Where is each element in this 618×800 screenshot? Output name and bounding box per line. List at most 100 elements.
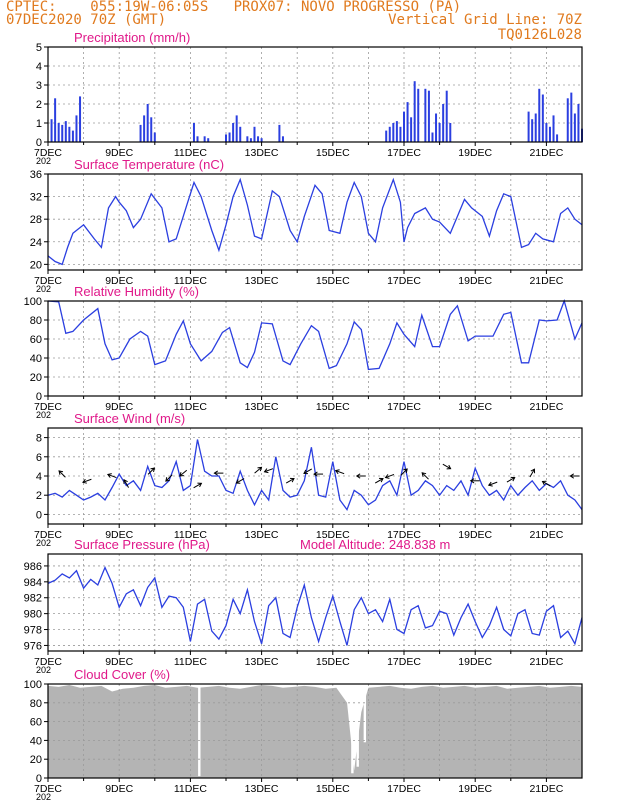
precip-bar: [281, 136, 284, 142]
precip-bar: [61, 124, 64, 142]
y-tick-label: 0: [36, 391, 42, 403]
x-tick-label: 15DEC: [316, 529, 350, 541]
x-tick-label: 9DEC: [105, 656, 133, 668]
wind-arrow-shaft: [335, 470, 345, 475]
wind-arrow-head: [106, 473, 112, 478]
wind-arrow-shaft: [506, 477, 515, 483]
x-tick-label: 7DEC: [34, 147, 62, 159]
wind-arrow: [374, 477, 384, 484]
wind-arrow-shaft: [421, 472, 429, 480]
x-tick-label: 7DEC: [34, 656, 62, 668]
wind-arrow-head: [469, 478, 475, 484]
plot-frame: [47, 683, 583, 779]
wind-arrow: [213, 470, 224, 476]
wind-arrow: [506, 476, 516, 483]
series-line: [47, 439, 583, 511]
header-product-code: TQ0126L028: [497, 27, 582, 43]
x-year-label: 202: [36, 538, 51, 548]
cloud-cover-area: [48, 684, 582, 778]
panel-1: 0 1 2 3 4 5 7DEC 9DEC 11DEC 13DEC 15DEC 17DEC 19DEC 2…: [34, 30, 583, 166]
y-tick-label: 4: [36, 61, 42, 73]
precip-bar: [395, 121, 398, 142]
x-year-label: 202: [36, 792, 51, 800]
precip-bar: [431, 132, 434, 142]
precip-bar: [435, 113, 438, 142]
precip-bar: [64, 121, 67, 142]
precip-bar: [71, 130, 74, 142]
x-tick-label: 17DEC: [387, 275, 421, 287]
precip-bar: [203, 136, 206, 142]
y-tick-label: 6: [36, 452, 42, 464]
x-tick-label: 15DEC: [316, 275, 350, 287]
header-date: 07DEC2020 70Z (GMT): [6, 12, 167, 28]
cloud-dip-2: [351, 684, 354, 774]
wind-arrow-shaft: [542, 480, 551, 487]
wind-arrow-shaft: [179, 469, 188, 477]
wind-arrow-shaft: [82, 478, 92, 483]
wind-arrow-head: [355, 473, 361, 479]
panel-title: Surface Temperature (nC): [74, 157, 224, 172]
plot-frame: [47, 300, 583, 397]
x-tick-label: 21DEC: [529, 401, 563, 413]
wind-arrow-head: [313, 471, 318, 477]
precip-bar: [427, 90, 430, 142]
x-tick-label: 7DEC: [34, 401, 62, 413]
wind-arrow-head: [179, 472, 184, 477]
wind-arrow-head: [530, 468, 536, 474]
x-tick-label: 19DEC: [458, 529, 492, 541]
y-tick-label: 5: [36, 42, 42, 54]
wind-arrow-shaft: [254, 466, 262, 474]
cloud-dip-4: [363, 684, 367, 743]
y-tick-label: 60: [30, 717, 42, 729]
x-tick-label: 21DEC: [529, 529, 563, 541]
x-tick-label: 9DEC: [105, 529, 133, 541]
y-tick-label: 36: [30, 169, 42, 181]
precip-bar: [570, 92, 573, 142]
precip-bar: [556, 134, 559, 142]
precip-bar: [150, 117, 153, 142]
precip-bar: [538, 88, 541, 142]
precip-bar: [225, 134, 227, 142]
precip-bar: [573, 113, 576, 142]
wind-arrow: [165, 474, 173, 482]
precip-bar: [50, 119, 53, 142]
precip-bar: [417, 88, 420, 142]
precip-bar: [577, 104, 580, 142]
panel-annotation: Model Altitude: 248.838 m: [300, 537, 450, 552]
y-tick-label: 80: [30, 698, 42, 710]
wind-arrow-head: [197, 482, 203, 488]
precip-bar: [545, 123, 548, 142]
x-tick-label: 13DEC: [245, 529, 279, 541]
wind-arrow-head: [289, 477, 295, 483]
panel-2: 20 24 28 32 36 7DEC 9DEC 11DEC 13DEC 15DEC 17DEC 19…: [30, 157, 583, 294]
x-tick-label: 9DEC: [105, 275, 133, 287]
y-tick-label: 20: [30, 372, 42, 384]
y-tick-label: 80: [30, 315, 42, 327]
x-tick-label: 11DEC: [174, 529, 207, 541]
wind-arrow: [303, 468, 313, 475]
precip-bar: [413, 81, 416, 142]
x-tick-label: 21DEC: [529, 656, 563, 668]
precip-bar: [253, 126, 256, 142]
x-tick-label: 11DEC: [174, 147, 207, 159]
wind-arrow-head: [446, 464, 452, 470]
wind-arrow-shaft: [385, 473, 395, 479]
panel-title: Cloud Cover (%): [74, 667, 170, 682]
x-year-label: 202: [36, 156, 51, 166]
wind-arrow-head: [58, 470, 64, 475]
precip-bar: [445, 90, 448, 142]
wind-arrow-head: [123, 478, 128, 484]
y-tick-label: 1: [36, 118, 42, 130]
precip-bar: [388, 126, 391, 142]
panel-3: 0 20 40 60 80 100 7DEC 9DEC 11DEC 13DEC 15DEC 17DEC…: [24, 284, 583, 420]
wind-arrow-shaft: [488, 481, 498, 486]
x-tick-label: 11DEC: [174, 401, 207, 413]
x-tick-label: 17DEC: [387, 656, 421, 668]
plot-frame: [47, 46, 583, 143]
precip-bar: [438, 123, 441, 142]
y-tick-label: 60: [30, 334, 42, 346]
precip-bar: [249, 138, 252, 142]
precip-bar: [442, 104, 445, 142]
y-tick-label: 976: [24, 640, 42, 652]
wind-arrow: [263, 468, 274, 474]
